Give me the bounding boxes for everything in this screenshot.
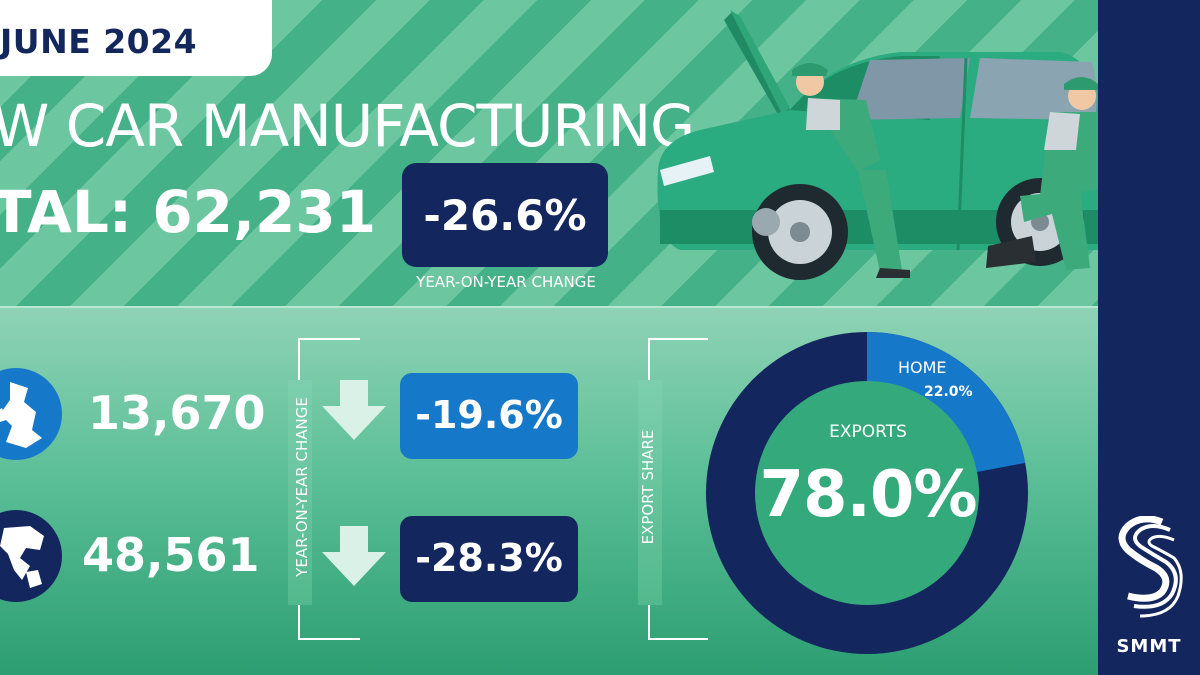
uk-production-value: 13,670 bbox=[88, 386, 266, 440]
bracket-gap bbox=[638, 380, 662, 605]
export-change-box: -28.3% bbox=[400, 516, 578, 602]
total-production: TAL: 62,231 bbox=[0, 178, 377, 246]
home-share-label: HOME bbox=[898, 358, 947, 377]
export-production-value: 48,561 bbox=[82, 528, 260, 582]
yoy-change-box: -26.6% bbox=[402, 163, 608, 267]
down-arrow-icon bbox=[322, 380, 386, 440]
section-divider bbox=[0, 306, 1098, 309]
report-date: JUNE 2024 bbox=[0, 22, 198, 61]
export-share-donut bbox=[706, 332, 1028, 654]
bracket-gap bbox=[288, 380, 312, 605]
export-share-axis-label: EXPORT SHARE bbox=[639, 429, 657, 545]
smmt-logo-icon bbox=[1118, 516, 1183, 618]
car-repair-illustration bbox=[657, 10, 1098, 280]
uk-change-value: -19.6% bbox=[415, 393, 563, 437]
headline: W CAR MANUFACTURING bbox=[0, 92, 695, 160]
change-axis-label: YEAR-ON-YEAR CHANGE bbox=[293, 397, 311, 577]
brand-name: SMMT bbox=[1116, 636, 1182, 657]
yoy-change-label: YEAR-ON-YEAR CHANGE bbox=[416, 273, 596, 291]
exports-share-value: 78.0% bbox=[759, 458, 977, 532]
exports-share-label: EXPORTS bbox=[829, 422, 907, 442]
world-globe-icon bbox=[0, 510, 62, 602]
header-panel: JUNE 2024 W CAR MANUFACTURING TAL: 62,23… bbox=[0, 0, 1098, 308]
uk-globe-icon bbox=[0, 368, 62, 460]
home-share-value: 22.0% bbox=[924, 384, 973, 400]
donut-hole bbox=[755, 381, 979, 605]
yoy-change-value: -26.6% bbox=[423, 191, 587, 240]
down-arrow-icon bbox=[322, 526, 386, 586]
date-badge bbox=[0, 0, 272, 76]
uk-change-box: -19.6% bbox=[400, 373, 578, 459]
export-change-value: -28.3% bbox=[415, 536, 563, 580]
